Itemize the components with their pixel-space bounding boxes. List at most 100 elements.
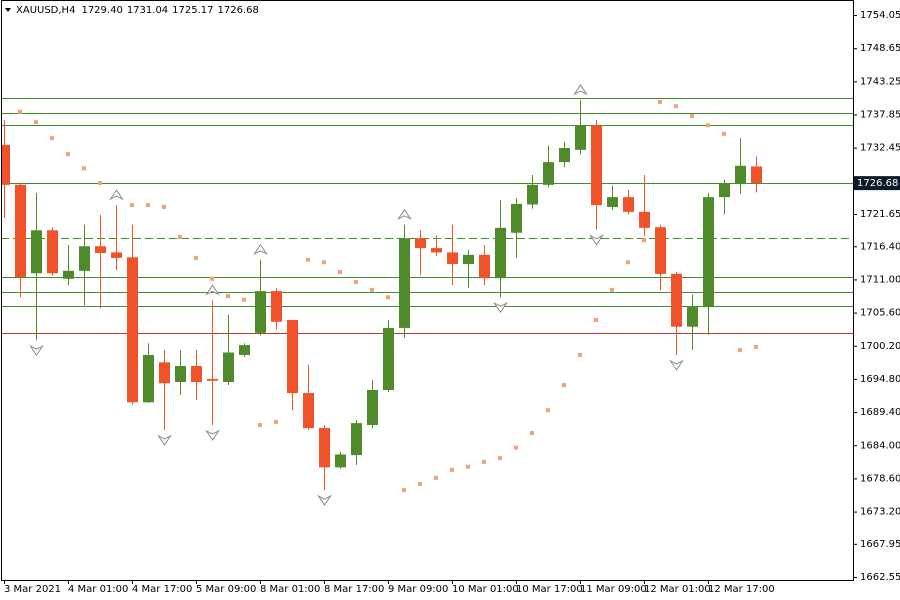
sar-dot [370,287,374,292]
candle-body [191,366,202,382]
sar-dot [482,459,486,464]
candle-body [159,362,170,384]
x-tick-label: 11 Mar 09:00 [580,584,647,595]
sar-dot [338,270,342,275]
candle-body [95,246,106,254]
candle-body [623,197,634,212]
candle-body [447,252,458,265]
sar-dot [706,123,710,128]
y-tick-label: 1743.25 [860,76,900,87]
candle-body [255,291,266,333]
x-tick-label: 4 Mar 17:00 [132,584,192,595]
fractal-down [205,429,220,441]
header-value: 1726.68 [218,5,259,16]
y-tick-label: 1754.05 [860,10,900,21]
sar-dot [194,255,198,260]
fractal-down [589,234,604,246]
sar-dot [546,408,550,413]
candle-body [63,270,74,279]
fractal-down [29,344,44,357]
fractal-down [317,494,332,506]
sar-dot [402,488,406,493]
sar-dot [530,430,534,435]
candle-body [303,393,314,429]
candle-body [111,252,122,258]
y-tick-label: 1737.85 [860,110,900,121]
sar-dot [146,203,150,208]
candle-body [383,327,394,390]
candle-body [143,354,154,403]
candle-body [703,197,714,308]
y-tick-label: 1700.20 [860,341,900,352]
sar-dot [738,348,742,353]
x-tick-label: 4 Mar 01:00 [68,584,128,595]
current-price-tag [854,176,900,191]
sar-dot [226,294,230,299]
sar-dot [674,104,678,109]
y-tick-label: 1667.95 [860,539,900,550]
current-price-label: 1726.68 [857,178,898,189]
fractal-up [205,284,220,296]
candle-body [607,197,618,207]
sar-dot [50,136,54,141]
sar-dot [18,109,22,114]
sar-dot [162,204,166,209]
fractal-up [253,243,268,256]
sar-dot [514,445,518,450]
y-tick-label: 1705.60 [860,308,900,319]
candle-body [655,227,666,274]
sar-dot [594,317,598,322]
sar-dot [466,464,470,469]
sar-dot [178,235,182,240]
candle-body [639,211,650,228]
y-tick-label: 1732.45 [860,143,900,154]
sar-dot [98,180,102,185]
header-arrow [5,8,11,12]
x-tick-label: 9 Mar 09:00 [388,584,448,595]
sar-dot [626,260,630,265]
sar-dot [690,114,694,119]
sar-dot [210,276,214,281]
candle-body [79,246,90,271]
y-tick-label: 1673.20 [860,507,900,518]
candle-body [575,125,586,150]
candle-body [1,144,10,185]
fractal-down [157,434,172,446]
y-tick-label: 1684.00 [860,440,900,451]
candle-body [431,248,442,253]
sar-dot [642,238,646,243]
candle-body [271,291,282,322]
sar-dot [82,166,86,171]
sar-dot [322,260,326,265]
fractal-up [397,208,412,221]
y-tick-label: 1694.80 [860,374,900,385]
x-tick-label: 5 Mar 09:00 [196,584,256,595]
sar-dot [242,297,246,302]
candle-body [351,423,362,456]
header-value: 1729.40 [81,5,122,16]
candle-body [527,184,538,205]
header: XAUUSD,H4 1729.40 1731.04 1725.17 1726.68 [16,5,259,16]
candle-body [415,238,426,249]
sar-dot [130,203,134,208]
header-value: 1725.17 [172,5,213,16]
candle-body [719,182,730,198]
candle-body [687,307,698,327]
sar-dot [610,287,614,292]
candle-body [735,165,746,183]
sar-dot [754,344,758,349]
x-tick-label: 12 Mar 01:00 [644,584,711,595]
sar-dot [578,352,582,357]
fractal-down [669,359,684,371]
fractal-down [493,301,508,314]
sar-dot [66,152,70,157]
sar-dot [386,295,390,300]
sar-dot [34,120,38,125]
candle-body [463,254,474,265]
x-tick-label: 8 Mar 01:00 [260,584,320,595]
sar-dot [418,481,422,486]
candle-body [319,428,330,468]
candle-body [751,166,762,184]
x-tick-label: 10 Mar 17:00 [516,584,583,595]
candle-body [367,389,378,425]
